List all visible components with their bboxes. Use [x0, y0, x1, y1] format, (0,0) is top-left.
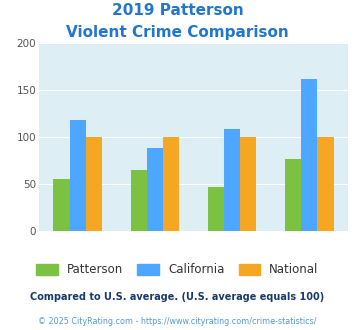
Bar [208, 187, 224, 231]
Bar [317, 137, 334, 231]
Text: Violent Crime Comparison: Violent Crime Comparison [66, 25, 289, 40]
Legend: Patterson, California, National: Patterson, California, National [36, 263, 319, 276]
Bar [131, 170, 147, 231]
Text: Compared to U.S. average. (U.S. average equals 100): Compared to U.S. average. (U.S. average … [31, 292, 324, 302]
Bar [163, 137, 179, 231]
Bar [301, 79, 317, 231]
Bar [53, 179, 70, 231]
Bar [70, 120, 86, 231]
Bar [86, 137, 102, 231]
Bar [285, 159, 301, 231]
Text: 2019 Patterson: 2019 Patterson [111, 3, 244, 18]
Bar [240, 137, 256, 231]
Bar [224, 129, 240, 231]
Text: © 2025 CityRating.com - https://www.cityrating.com/crime-statistics/: © 2025 CityRating.com - https://www.city… [38, 317, 317, 326]
Bar [147, 148, 163, 231]
